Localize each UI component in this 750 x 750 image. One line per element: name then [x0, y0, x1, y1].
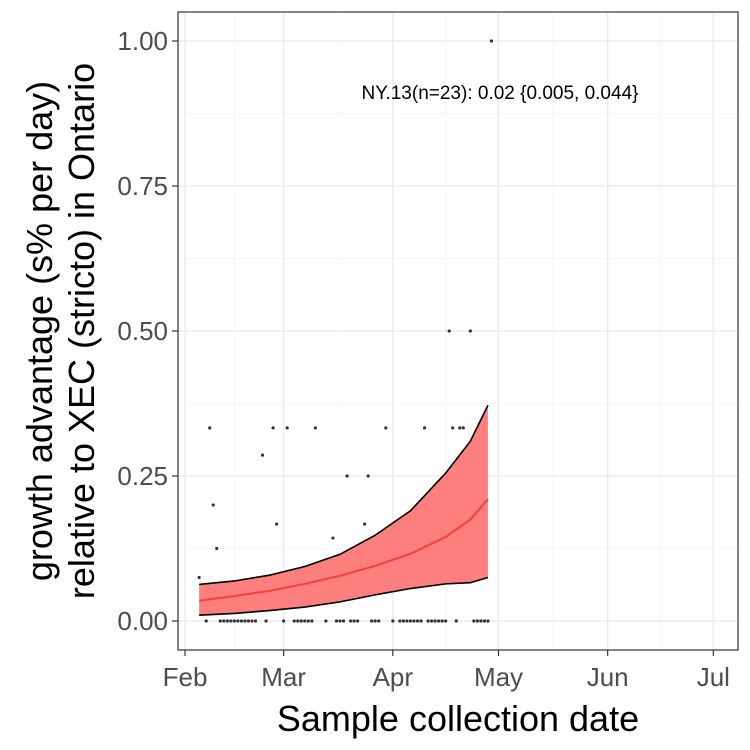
data-point: [232, 619, 236, 623]
y-tick-label: 0.50: [117, 316, 168, 346]
data-point: [299, 619, 303, 623]
data-point: [218, 619, 222, 623]
data-point: [479, 619, 483, 623]
data-point: [433, 619, 437, 623]
data-point: [468, 329, 472, 333]
ci-lower-bound: [199, 576, 489, 616]
data-point: [384, 426, 388, 430]
data-point: [296, 619, 300, 623]
data-point: [440, 619, 444, 623]
data-point: [239, 619, 243, 623]
data-point: [282, 619, 286, 623]
data-point: [422, 426, 427, 430]
fit-annotation: NY.13(n=23): 0.02 {0.005, 0.044}: [362, 83, 639, 104]
data-point: [363, 522, 367, 526]
data-point: [338, 619, 342, 623]
data-point: [356, 619, 360, 623]
data-point: [211, 503, 215, 507]
data-point: [472, 619, 476, 623]
data-point: [377, 619, 381, 623]
data-point: [373, 619, 377, 623]
data-point: [408, 619, 413, 623]
data-point: [405, 619, 409, 623]
data-point: [331, 536, 335, 540]
x-tick-label: Jun: [587, 662, 629, 692]
data-point: [426, 619, 430, 623]
data-point: [292, 619, 296, 623]
data-point: [345, 474, 349, 478]
y-tick-label: 0.75: [117, 171, 168, 201]
data-point: [370, 619, 374, 623]
data-point: [225, 619, 229, 623]
y-axis-title-line-1: growth advantage (s% per day): [19, 81, 60, 581]
data-points: [197, 39, 494, 623]
data-point: [197, 575, 201, 580]
data-point: [271, 426, 275, 430]
data-point: [229, 619, 233, 623]
data-point: [334, 619, 339, 623]
data-point: [489, 39, 494, 43]
data-point: [447, 329, 451, 333]
data-point: [306, 619, 310, 623]
data-point: [454, 619, 458, 623]
data-point: [437, 619, 441, 623]
data-point: [398, 619, 402, 623]
data-point: [253, 619, 258, 623]
data-point: [246, 619, 251, 623]
data-point: [285, 426, 289, 430]
data-point: [204, 619, 208, 623]
y-tick-label: 0.00: [117, 606, 168, 636]
data-point: [475, 619, 479, 623]
data-point: [260, 453, 265, 457]
data-point: [236, 619, 240, 623]
y-axis-title-line-2: relative to XEC (stricto) in Ontario: [61, 63, 102, 599]
data-point: [250, 619, 254, 623]
ci-upper-bound: [199, 404, 489, 586]
x-tick-label: Jul: [697, 662, 730, 692]
x-tick-label: Mar: [261, 662, 306, 692]
data-point: [461, 426, 465, 430]
data-point: [401, 619, 406, 623]
data-point: [482, 619, 487, 623]
fit-line-layer: [199, 498, 489, 602]
x-axis-title: Sample collection date: [277, 698, 639, 739]
data-point: [419, 619, 423, 623]
fit-line: [199, 498, 489, 602]
data-point: [215, 546, 219, 551]
y-tick-label: 0.25: [117, 461, 168, 491]
y-tick-label: 1.00: [117, 26, 168, 56]
data-point: [313, 426, 317, 430]
x-tick-label: Apr: [373, 662, 414, 692]
data-point: [486, 619, 490, 623]
data-point: [348, 619, 353, 623]
ci-ribbon-fill: [199, 405, 488, 616]
data-point: [324, 619, 328, 623]
data-point: [444, 619, 448, 623]
data-point: [412, 619, 416, 623]
x-tick-label: May: [474, 662, 523, 692]
data-point: [310, 619, 314, 623]
data-point: [341, 619, 346, 623]
data-point: [208, 426, 212, 430]
data-point: [352, 619, 356, 623]
data-point: [264, 619, 268, 623]
data-point: [222, 619, 226, 623]
data-point: [429, 619, 434, 623]
x-tick-label: Feb: [163, 662, 208, 692]
confidence-ribbon: [199, 404, 489, 616]
data-point: [458, 426, 462, 430]
data-point: [243, 619, 247, 623]
data-point: [391, 619, 395, 623]
data-point: [303, 619, 307, 623]
data-point: [275, 522, 279, 526]
data-point: [451, 426, 455, 430]
data-point: [415, 619, 420, 623]
data-point: [366, 474, 370, 478]
axis-ticks: 0.00 0.25 0.50 0.75 1.00 Feb Mar Apr May Jun Jul: [117, 26, 730, 692]
